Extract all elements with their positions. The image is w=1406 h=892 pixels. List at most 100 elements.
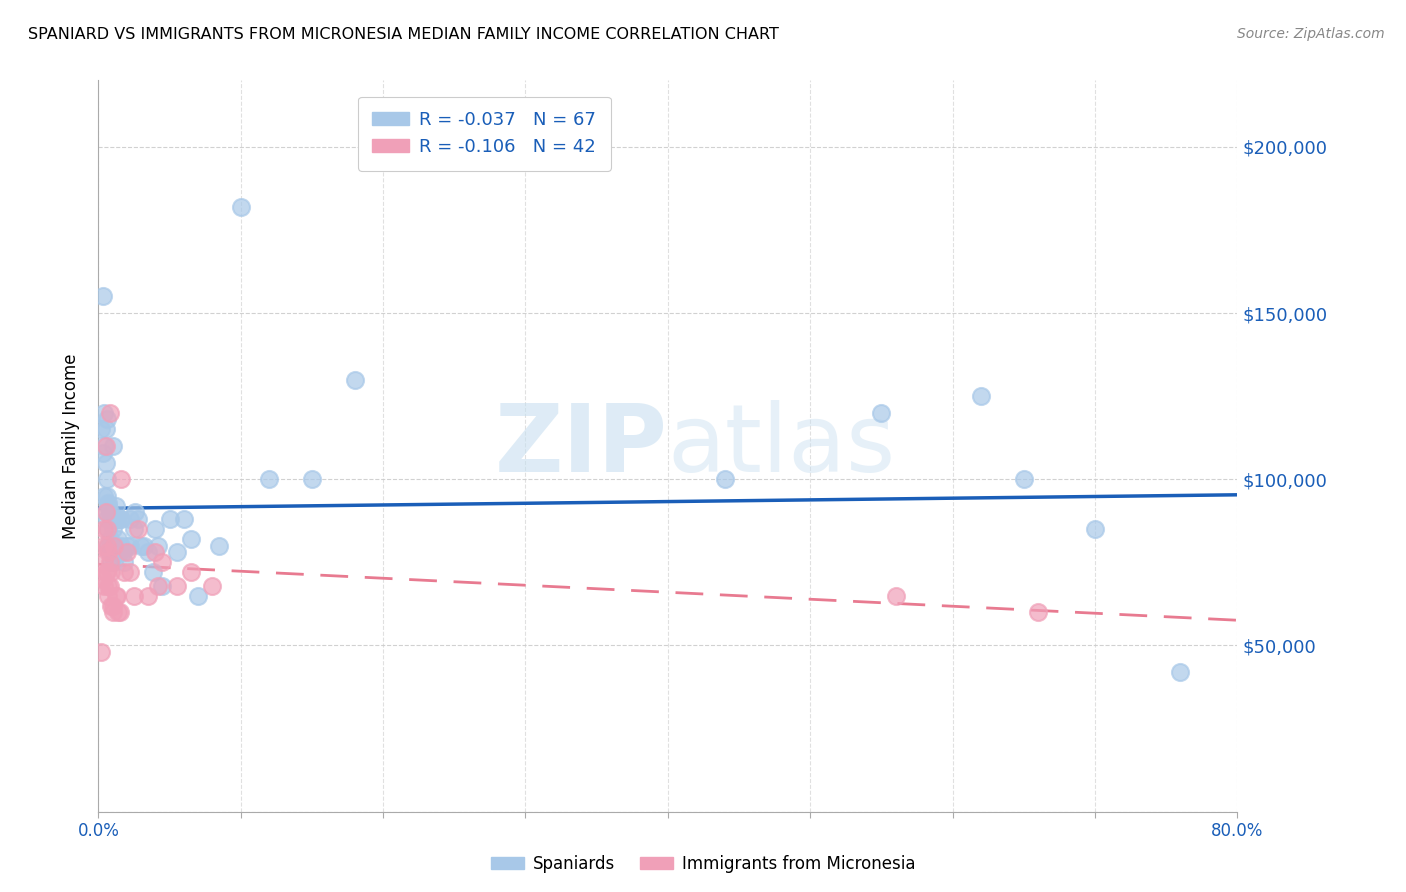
- Legend: Spaniards, Immigrants from Micronesia: Spaniards, Immigrants from Micronesia: [484, 848, 922, 880]
- Point: [884, 589, 907, 603]
- Point: [1012, 472, 1035, 486]
- Text: SPANIARD VS IMMIGRANTS FROM MICRONESIA MEDIAN FAMILY INCOME CORRELATION CHART: SPANIARD VS IMMIGRANTS FROM MICRONESIA M…: [28, 27, 779, 42]
- Point: [96, 512, 118, 526]
- Point: [132, 539, 155, 553]
- Point: [97, 589, 120, 603]
- Point: [115, 545, 138, 559]
- Point: [105, 545, 128, 559]
- Point: [96, 539, 118, 553]
- Point: [93, 439, 115, 453]
- Point: [96, 472, 118, 486]
- Point: [122, 589, 145, 603]
- Point: [141, 566, 163, 580]
- Point: [98, 545, 121, 559]
- Point: [104, 499, 127, 513]
- Point: [201, 579, 224, 593]
- Point: [100, 539, 122, 553]
- Point: [145, 522, 167, 536]
- Point: [98, 406, 121, 420]
- Point: [90, 645, 112, 659]
- Point: [1084, 522, 1107, 536]
- Point: [136, 545, 159, 559]
- Point: [96, 522, 118, 536]
- Point: [94, 456, 117, 470]
- Point: [96, 489, 118, 503]
- Point: [124, 506, 146, 520]
- Point: [104, 589, 127, 603]
- Point: [110, 539, 132, 553]
- Point: [101, 522, 124, 536]
- Point: [108, 605, 131, 619]
- Point: [93, 489, 115, 503]
- Point: [105, 589, 128, 603]
- Point: [93, 522, 115, 536]
- Point: [108, 545, 131, 559]
- Point: [97, 539, 120, 553]
- Point: [107, 532, 129, 546]
- Point: [94, 566, 117, 580]
- Point: [91, 572, 114, 586]
- Point: [110, 512, 132, 526]
- Text: atlas: atlas: [668, 400, 896, 492]
- Point: [259, 472, 281, 486]
- Point: [98, 532, 121, 546]
- Point: [97, 545, 120, 559]
- Point: [93, 406, 115, 420]
- Point: [118, 512, 141, 526]
- Point: [91, 289, 114, 303]
- Point: [101, 605, 124, 619]
- Point: [173, 512, 195, 526]
- Point: [97, 522, 120, 536]
- Point: [166, 579, 188, 593]
- Point: [118, 539, 141, 553]
- Point: [112, 555, 135, 569]
- Point: [127, 512, 149, 526]
- Point: [127, 522, 149, 536]
- Point: [105, 512, 128, 526]
- Point: [187, 589, 209, 603]
- Point: [148, 539, 170, 553]
- Point: [94, 506, 117, 520]
- Point: [101, 439, 124, 453]
- Point: [870, 406, 893, 420]
- Point: [343, 372, 366, 386]
- Point: [91, 445, 114, 459]
- Point: [94, 439, 117, 453]
- Point: [98, 579, 121, 593]
- Point: [91, 539, 114, 553]
- Point: [166, 545, 188, 559]
- Point: [93, 555, 115, 569]
- Legend: R = -0.037   N = 67, R = -0.106   N = 42: R = -0.037 N = 67, R = -0.106 N = 42: [359, 96, 610, 170]
- Point: [1170, 665, 1192, 679]
- Point: [98, 506, 121, 520]
- Point: [208, 539, 231, 553]
- Text: Source: ZipAtlas.com: Source: ZipAtlas.com: [1237, 27, 1385, 41]
- Point: [96, 412, 118, 426]
- Point: [97, 495, 120, 509]
- Point: [96, 566, 118, 580]
- Point: [229, 200, 252, 214]
- Point: [152, 555, 174, 569]
- Point: [93, 579, 115, 593]
- Point: [136, 589, 159, 603]
- Point: [100, 512, 122, 526]
- Point: [108, 512, 131, 526]
- Point: [148, 579, 170, 593]
- Point: [159, 512, 181, 526]
- Point: [101, 599, 124, 613]
- Point: [104, 539, 127, 553]
- Point: [180, 566, 202, 580]
- Point: [714, 472, 737, 486]
- Point: [98, 555, 121, 569]
- Point: [103, 539, 125, 553]
- Point: [90, 422, 112, 436]
- Point: [100, 555, 122, 569]
- Point: [107, 605, 129, 619]
- Point: [129, 539, 152, 553]
- Point: [94, 506, 117, 520]
- Point: [152, 579, 174, 593]
- Point: [103, 512, 125, 526]
- Point: [970, 389, 993, 403]
- Y-axis label: Median Family Income: Median Family Income: [62, 353, 80, 539]
- Point: [103, 555, 125, 569]
